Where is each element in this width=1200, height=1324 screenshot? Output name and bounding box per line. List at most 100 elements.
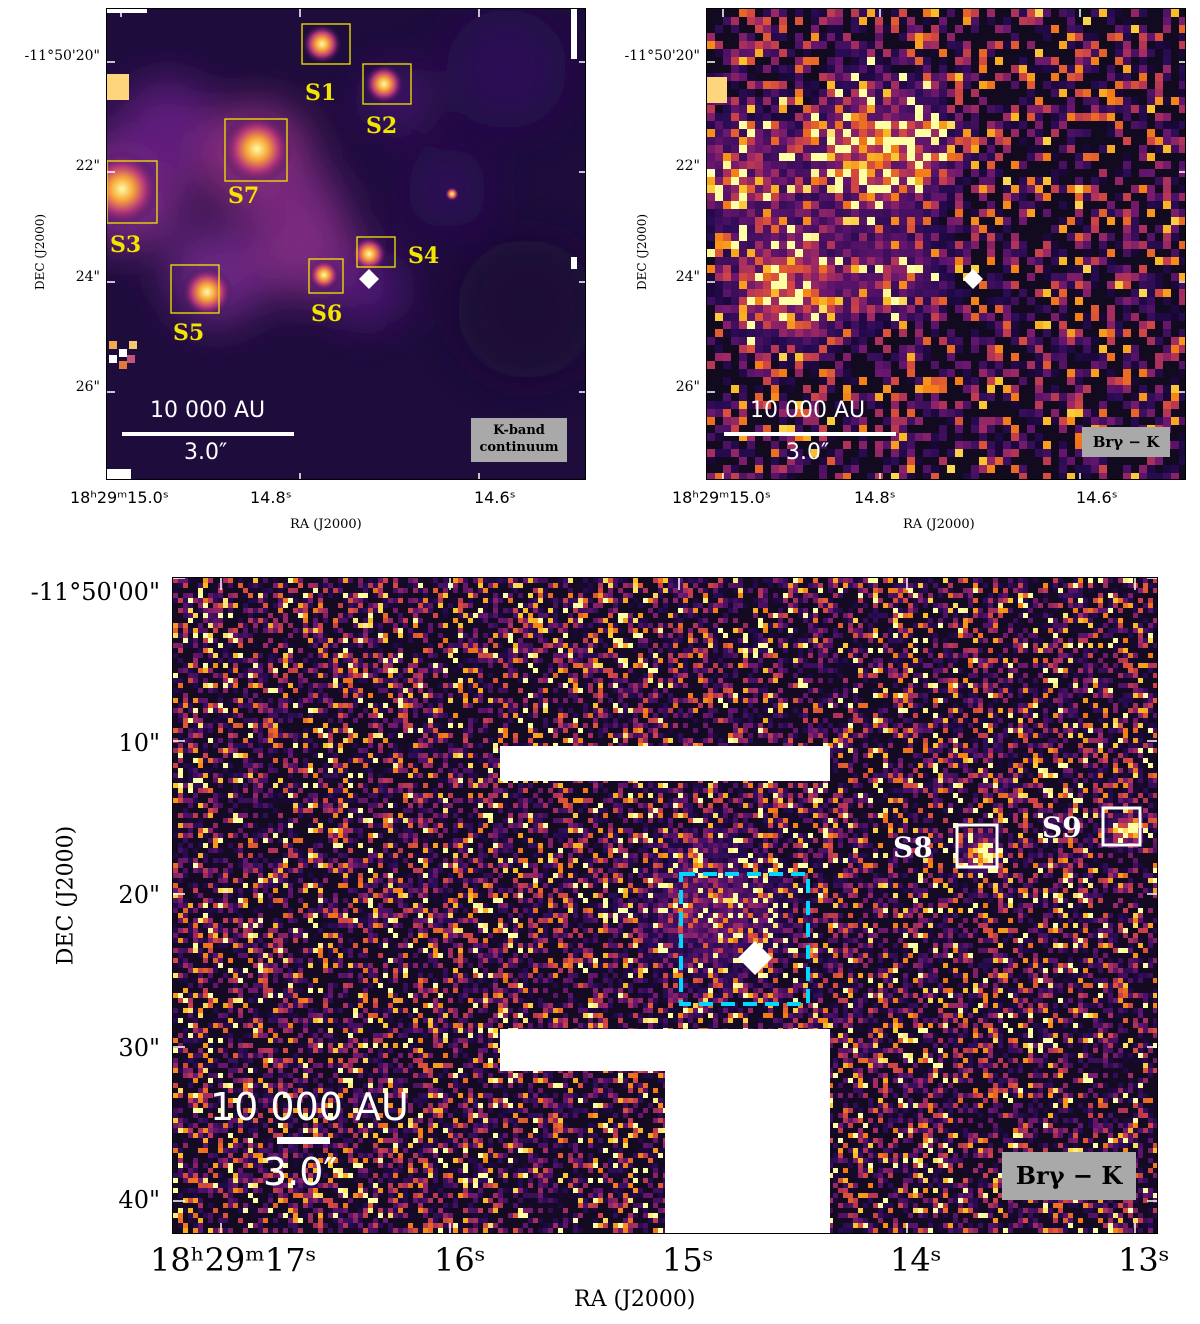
ra-tick-label: 13ˢ [1118,1241,1170,1279]
panel-brgamma-zoom: 10 000 AU 3.0″ Brγ − K -11°50'20" 22" 24… [600,0,1200,545]
edge-mask [107,9,147,13]
dec-tick-label: 20" [118,881,160,909]
dec-tick-label: 24" [75,269,100,285]
pixel-noise [707,9,1185,479]
ra-tick-label: 14.8ˢ [854,488,896,507]
dec-tick-label: 22" [675,158,700,174]
dec-tick-label: 26" [675,379,700,395]
k-continuum-image [106,8,586,480]
source-box [308,258,344,294]
source-box [356,236,396,268]
source-box-s8 [955,823,999,869]
source-box [170,264,220,314]
x-axis-title: RA (J2000) [903,517,975,532]
brgamma-wide-map [173,578,1157,1233]
star-glow [364,64,404,104]
band-label-line1: K-band [493,423,545,438]
ra-tick-label: 16ˢ [434,1241,486,1279]
mask-top [500,746,830,781]
zoom-region-box [679,872,810,1006]
x-axis-title: RA (J2000) [574,1287,696,1312]
star-glow [308,259,340,291]
source-label-s3: S3 [110,232,142,258]
source-label-s1: S1 [305,80,337,106]
dec-tick-label: 40" [118,1186,160,1214]
axis-ticks [707,9,1185,479]
scale-label-arcsec: 3.0″ [263,1150,338,1194]
edge-pixel [109,341,117,349]
k-continuum-map [107,9,585,479]
source-box [107,160,158,224]
ra-tick-label: 15ˢ [662,1241,714,1279]
star-glow [445,187,459,201]
star-glow [221,113,293,185]
panel-k-continuum: S1 S2 S3 S4 S5 S6 S7 10 000 AU 3.0″ K-ba… [0,0,600,545]
edge-pixel [119,361,127,369]
scale-label-au: 10 000 AU [750,398,866,423]
source-box [224,118,288,182]
dec-tick-label: -11°50'20" [624,48,700,64]
dec-tick-label: 30" [118,1034,160,1062]
edge-mask [571,9,577,59]
dec-tick-label: 26" [75,379,100,395]
source-label-s8: S8 [893,831,933,864]
scale-bar [724,432,896,436]
scale-bar [122,432,294,436]
scale-bar [277,1137,330,1144]
source-label-s2: S2 [366,113,398,139]
edge-mask [571,257,577,269]
dec-tick-label: -11°50'00" [30,578,160,606]
ra-tick-label: 14.6ˢ [1076,488,1118,507]
band-label-box: K-band continuum [471,418,567,462]
edge-pixel [109,355,117,363]
dec-tick-label: 22" [75,158,100,174]
y-axis-title: DEC (J2000) [33,213,47,291]
ra-tick-label: 14.6ˢ [474,488,516,507]
edge-pixel [129,341,137,349]
panel-brgamma-wide: S8 S9 10 000 AU 3.0″ Brγ − K -11°50'00" … [0,545,1200,1324]
star-glow [351,236,387,272]
band-label-box: Brγ − K [1082,427,1170,457]
edge-pixel [707,77,727,103]
source-box [362,63,412,105]
dec-tick-label: 24" [675,269,700,285]
brgamma-wide-image [172,577,1158,1234]
reference-marker [738,941,772,975]
axis-ticks [107,9,585,479]
scale-label-au: 10 000 AU [210,1085,409,1129]
edge-pixel [127,355,135,363]
axis-ticks [173,578,1157,1233]
edge-mask [107,469,131,479]
brgamma-zoom-image [706,8,1186,480]
source-box-s9 [1101,806,1142,847]
mask-corner [665,1029,830,1233]
edge-pixel [107,74,129,100]
scale-label-arcsec: 3.0″ [786,440,830,465]
star-glow [107,151,160,227]
source-label-s9: S9 [1042,811,1082,844]
ra-tick-label: 14.8ˢ [250,488,292,507]
dec-tick-label: -11°50'20" [24,48,100,64]
source-label-s4: S4 [408,243,440,269]
y-axis-title: DEC (J2000) [635,213,649,291]
dec-tick-label: 10" [118,729,160,757]
ra-tick-label: 18ʰ29ᵐ17ˢ [150,1241,317,1279]
star-glow [181,266,233,318]
band-label-box: Brγ − K [1002,1152,1136,1200]
band-label-line2: continuum [479,440,559,455]
brgamma-zoom-map [707,9,1185,479]
reference-marker [963,269,983,289]
scale-label-arcsec: 3.0″ [184,440,228,465]
scale-label-au: 10 000 AU [150,398,266,423]
edge-pixel [119,349,127,357]
ra-tick-label: 14ˢ [890,1241,942,1279]
star-glow [302,24,342,64]
source-label-s7: S7 [228,183,260,209]
ra-tick-label: 18ʰ29ᵐ15.0ˢ [70,488,169,507]
ra-tick-label: 18ʰ29ᵐ15.0ˢ [672,488,771,507]
source-label-s5: S5 [173,320,205,346]
x-axis-title: RA (J2000) [290,517,362,532]
reference-marker [359,269,379,289]
source-box [301,23,351,65]
y-axis-title: DEC (J2000) [53,825,79,966]
